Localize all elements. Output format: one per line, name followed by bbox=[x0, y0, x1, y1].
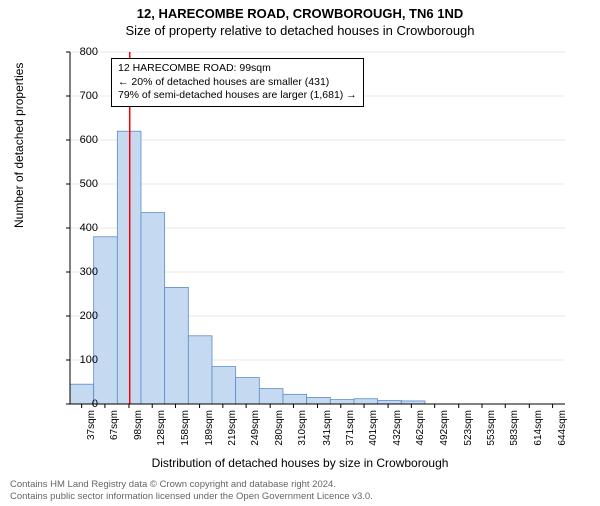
x-tick-label: 67sqm bbox=[109, 410, 120, 440]
chart-title-sub: Size of property relative to detached ho… bbox=[0, 23, 600, 38]
histogram-bar bbox=[188, 336, 212, 404]
y-tick-label: 400 bbox=[58, 222, 98, 234]
y-tick-label: 500 bbox=[58, 178, 98, 190]
x-tick-label: 401sqm bbox=[368, 410, 379, 446]
x-tick-label: 98sqm bbox=[133, 410, 144, 440]
histogram-bar bbox=[354, 399, 378, 404]
x-axis-title: Distribution of detached houses by size … bbox=[0, 456, 600, 470]
x-tick-label: 462sqm bbox=[415, 410, 426, 446]
y-tick-label: 800 bbox=[58, 46, 98, 58]
x-tick-label: 614sqm bbox=[533, 410, 544, 446]
histogram-bar bbox=[330, 400, 354, 404]
x-tick-label: 37sqm bbox=[86, 410, 97, 440]
y-tick-label: 0 bbox=[58, 398, 98, 410]
x-tick-label: 189sqm bbox=[204, 410, 215, 446]
histogram-bar bbox=[141, 213, 165, 404]
histogram-bar bbox=[236, 378, 260, 404]
chart-title-main: 12, HARECOMBE ROAD, CROWBOROUGH, TN6 1ND bbox=[0, 6, 600, 21]
annotation-line1: 12 HARECOMBE ROAD: 99sqm bbox=[118, 62, 357, 76]
x-tick-label: 432sqm bbox=[392, 410, 403, 446]
y-tick-label: 600 bbox=[58, 134, 98, 146]
y-axis-title: Number of detached properties bbox=[12, 63, 26, 228]
x-tick-label: 219sqm bbox=[227, 410, 238, 446]
x-tick-label: 341sqm bbox=[322, 410, 333, 446]
x-tick-label: 523sqm bbox=[463, 410, 474, 446]
x-tick-label: 128sqm bbox=[156, 410, 167, 446]
annotation-line3: 79% of semi-detached houses are larger (… bbox=[118, 89, 357, 103]
x-tick-label: 280sqm bbox=[274, 410, 285, 446]
footer-attribution: Contains HM Land Registry data © Crown c… bbox=[10, 479, 590, 502]
x-tick-label: 158sqm bbox=[180, 410, 191, 446]
histogram-bar bbox=[307, 397, 331, 404]
x-tick-label: 371sqm bbox=[345, 410, 356, 446]
x-tick-label: 583sqm bbox=[509, 410, 520, 446]
y-tick-label: 700 bbox=[58, 90, 98, 102]
histogram-bar bbox=[212, 367, 236, 404]
footer-line1: Contains HM Land Registry data © Crown c… bbox=[10, 479, 590, 490]
x-tick-label: 644sqm bbox=[557, 410, 568, 446]
footer-line2: Contains public sector information licen… bbox=[10, 491, 590, 502]
annotation-box: 12 HARECOMBE ROAD: 99sqm ← 20% of detach… bbox=[111, 58, 364, 107]
y-tick-label: 200 bbox=[58, 310, 98, 322]
x-tick-label: 492sqm bbox=[439, 410, 450, 446]
x-tick-label: 553sqm bbox=[486, 410, 497, 446]
chart-container: 12, HARECOMBE ROAD, CROWBOROUGH, TN6 1ND… bbox=[0, 6, 600, 506]
histogram-bar bbox=[378, 400, 402, 404]
histogram-bar bbox=[165, 287, 189, 404]
x-tick-label: 310sqm bbox=[297, 410, 308, 446]
x-tick-label: 249sqm bbox=[250, 410, 261, 446]
y-tick-label: 100 bbox=[58, 354, 98, 366]
histogram-bar bbox=[259, 389, 283, 404]
histogram-bar bbox=[283, 394, 307, 404]
annotation-line2: ← 20% of detached houses are smaller (43… bbox=[118, 76, 357, 90]
y-tick-label: 300 bbox=[58, 266, 98, 278]
